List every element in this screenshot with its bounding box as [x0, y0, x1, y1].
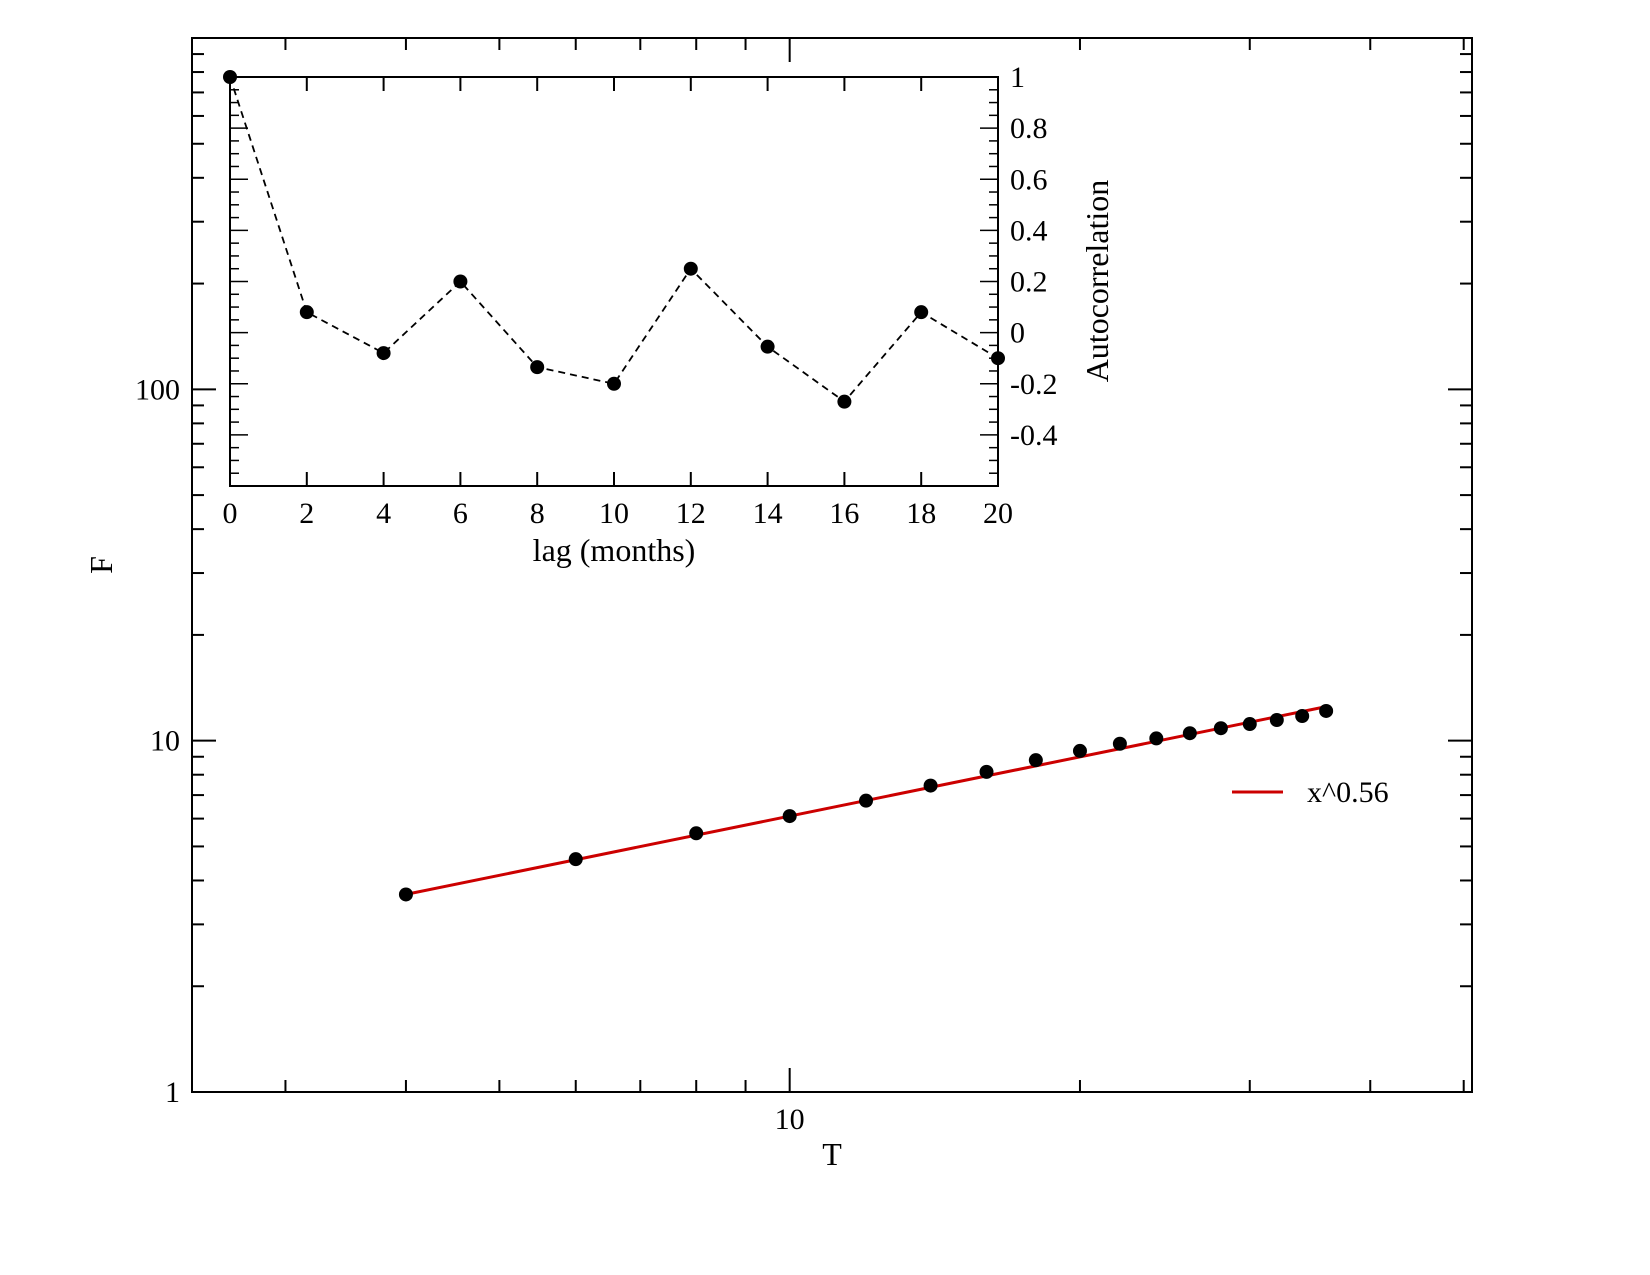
inset-x-tick-label: 20 — [983, 497, 1013, 530]
inset-x-tick-label: 12 — [676, 497, 706, 530]
data-point — [1112, 736, 1127, 751]
inset-data-point — [760, 339, 775, 354]
inset-x-tick-label: 14 — [753, 497, 783, 530]
inset-data-point — [607, 376, 621, 391]
inset-data-point — [530, 360, 545, 375]
inset-y-tick-label: 0 — [1010, 317, 1025, 350]
y-tick-label: 10 — [150, 725, 180, 758]
inset-y-axis-title: Autocorrelation — [1079, 180, 1115, 383]
inset-x-tick-label: 2 — [299, 497, 314, 530]
main-data-points — [398, 703, 1334, 902]
data-point — [1028, 753, 1043, 768]
inset-y-tick-label: 0.4 — [1010, 214, 1048, 247]
data-point — [1269, 713, 1284, 728]
main-x-axis-title: T — [822, 1136, 842, 1172]
inset-x-tick-label: 10 — [599, 497, 629, 530]
data-point — [782, 809, 797, 824]
inset-y-tick-label: 1 — [1010, 61, 1025, 94]
data-point — [1319, 703, 1334, 718]
inset-y-tick-label: 0.2 — [1010, 266, 1048, 299]
inset-x-tick-label: 0 — [223, 497, 238, 530]
data-point — [689, 826, 704, 841]
x-tick-label: 10 — [775, 1103, 805, 1136]
main-axis-ticks — [192, 38, 1472, 1093]
data-point — [1149, 731, 1164, 746]
y-tick-label: 1 — [165, 1076, 180, 1109]
inset-y-tick-label: -0.4 — [1010, 419, 1058, 452]
data-point — [1295, 709, 1310, 724]
inset-data-point — [299, 305, 314, 320]
inset-y-tick-label: 0.6 — [1010, 163, 1048, 196]
data-point — [398, 887, 413, 902]
inset-data-point — [837, 394, 852, 409]
inset-plot-frame — [229, 76, 999, 487]
data-point — [1182, 726, 1197, 741]
inset-x-tick-label: 18 — [906, 497, 936, 530]
data-point — [923, 778, 938, 793]
inset-y-tick-label: 0.8 — [1010, 112, 1048, 145]
data-point — [1213, 721, 1228, 736]
data-point — [568, 852, 583, 867]
inset-data-point — [453, 274, 468, 289]
data-point — [1072, 743, 1087, 758]
inset-x-tick-label: 8 — [530, 497, 545, 530]
inset-data-point — [683, 261, 698, 276]
inset-x-axis-title: lag (months) — [533, 532, 696, 568]
inset-plot-background — [230, 77, 998, 486]
data-point — [979, 764, 994, 779]
legend-label: x^0.56 — [1307, 776, 1389, 809]
inset-x-tick-label: 6 — [453, 497, 468, 530]
inset-tick-labels: 0 2 4 6 8 10 12 14 16 18 20 -0.4 -0.2 0 0.2 0.4 0.6 0.8 1 — [223, 61, 1058, 530]
inset-x-tick-label: 16 — [829, 497, 859, 530]
legend: x^0.56 — [1232, 776, 1389, 809]
y-tick-label: 100 — [135, 373, 180, 406]
main-plot-frame — [191, 37, 1473, 1093]
inset-y-tick-label: -0.2 — [1010, 368, 1058, 401]
inset-plot: 0 2 4 6 8 10 12 14 16 18 20-0.4-0.200.20.40.60.81 … — [223, 61, 1116, 568]
inset-data-point — [376, 346, 391, 361]
inset-data-point — [914, 305, 929, 320]
main-y-axis-title: F — [83, 556, 119, 574]
data-point — [859, 793, 874, 808]
inset-x-tick-label: 4 — [376, 497, 391, 530]
data-point — [1242, 717, 1257, 732]
inset-dashed-line — [229, 76, 999, 403]
